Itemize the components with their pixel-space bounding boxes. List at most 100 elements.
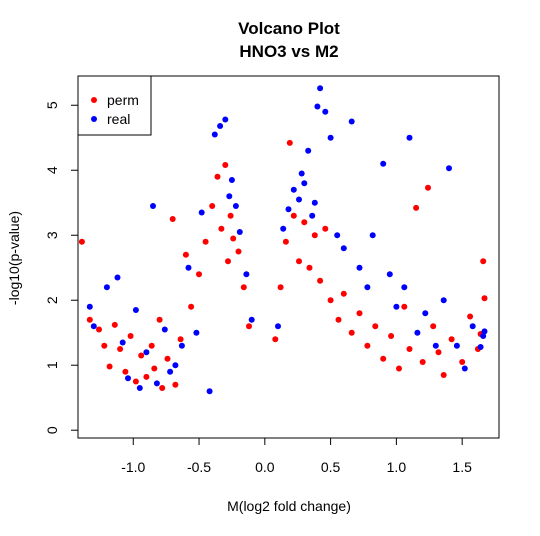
point-real	[275, 323, 281, 330]
point-real	[119, 339, 126, 346]
point-perm	[225, 258, 231, 265]
point-real	[243, 271, 250, 278]
point-perm	[348, 329, 355, 336]
y-axis: 0 1 2 3 4 5	[44, 101, 79, 434]
point-real	[280, 225, 287, 232]
point-real	[386, 271, 393, 278]
point-real	[309, 212, 316, 219]
point-real	[185, 264, 192, 271]
point-real	[153, 380, 160, 387]
point-perm	[364, 342, 371, 349]
point-real	[414, 329, 421, 336]
legend-marker-perm	[91, 97, 97, 103]
y-tick-label: 2	[44, 296, 60, 304]
point-perm	[306, 264, 313, 271]
point-perm	[340, 290, 347, 297]
point-perm	[106, 363, 113, 370]
point-real	[114, 274, 121, 281]
point-real	[480, 333, 487, 339]
point-perm	[419, 359, 426, 365]
point-perm	[322, 225, 329, 232]
x-tick-label: 0.0	[255, 459, 275, 475]
point-real	[172, 362, 179, 369]
x-tick-label: 1.5	[452, 459, 472, 475]
point-real	[380, 160, 387, 167]
point-real	[236, 229, 243, 235]
point-perm	[138, 352, 145, 359]
point-real	[228, 177, 235, 183]
point-perm	[317, 277, 324, 284]
point-perm	[230, 235, 237, 242]
point-perm	[240, 284, 247, 291]
point-perm	[177, 336, 184, 343]
point-perm	[301, 219, 308, 226]
point-real	[305, 147, 312, 154]
point-real	[477, 344, 484, 350]
x-tick-label: -1.0	[121, 459, 145, 475]
point-perm	[372, 323, 379, 330]
point-real	[461, 365, 468, 372]
point-real	[327, 134, 334, 141]
point-perm	[296, 258, 302, 265]
point-real	[193, 329, 200, 336]
point-perm	[132, 378, 139, 385]
point-perm	[396, 365, 402, 372]
point-perm	[286, 139, 293, 146]
point-perm	[282, 238, 289, 245]
point-real	[311, 199, 318, 206]
point-real	[446, 165, 452, 172]
point-perm	[122, 368, 129, 375]
point-perm	[148, 342, 155, 349]
point-perm	[78, 238, 85, 245]
point-perm	[101, 342, 108, 349]
point-real	[440, 297, 447, 304]
point-real	[132, 307, 139, 313]
point-real	[136, 385, 143, 391]
point-perm	[459, 359, 466, 365]
data-points	[78, 85, 488, 395]
y-axis-label: -log10(p-value)	[6, 211, 22, 305]
y-tick-label: 1	[44, 361, 60, 369]
point-real	[178, 342, 185, 349]
point-real	[393, 303, 400, 310]
chart-title: Volcano Plot	[238, 19, 340, 38]
point-perm	[172, 381, 179, 388]
point-real	[314, 103, 321, 110]
point-perm	[277, 284, 284, 291]
point-perm	[430, 323, 437, 330]
point-perm	[290, 212, 297, 219]
point-perm	[480, 258, 487, 265]
point-perm	[356, 310, 363, 317]
point-perm	[467, 313, 474, 320]
point-real	[206, 388, 213, 395]
point-real	[401, 284, 408, 291]
point-perm	[413, 204, 420, 211]
point-perm	[202, 238, 209, 245]
point-perm	[156, 316, 163, 323]
point-real	[150, 203, 156, 209]
point-real	[167, 368, 174, 375]
point-real	[340, 245, 347, 252]
point-real	[481, 328, 488, 335]
point-real	[348, 118, 355, 125]
point-perm	[117, 346, 124, 352]
point-real	[322, 108, 329, 115]
point-perm	[196, 271, 202, 278]
point-perm	[406, 346, 413, 352]
point-real	[364, 284, 371, 291]
point-perm	[327, 297, 334, 304]
x-tick-label: -0.5	[187, 459, 211, 475]
point-real	[232, 203, 239, 209]
point-real	[334, 232, 341, 239]
point-real	[301, 180, 308, 187]
point-perm	[235, 248, 242, 255]
point-perm	[159, 385, 166, 391]
point-perm	[96, 326, 102, 333]
point-real	[290, 186, 297, 193]
point-perm	[111, 321, 118, 328]
point-real	[226, 193, 233, 200]
point-perm	[227, 212, 234, 219]
point-perm	[388, 333, 395, 339]
x-tick-label: 1.0	[387, 459, 407, 475]
point-perm	[481, 295, 488, 302]
